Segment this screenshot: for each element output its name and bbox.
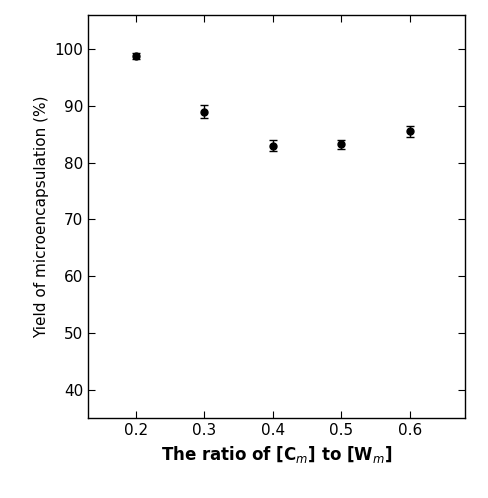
X-axis label: The ratio of [C$_{m}$] to [W$_{m}$]: The ratio of [C$_{m}$] to [W$_{m}$] [160, 444, 391, 465]
Y-axis label: Yield of microencapsulation (%): Yield of microencapsulation (%) [34, 96, 49, 338]
